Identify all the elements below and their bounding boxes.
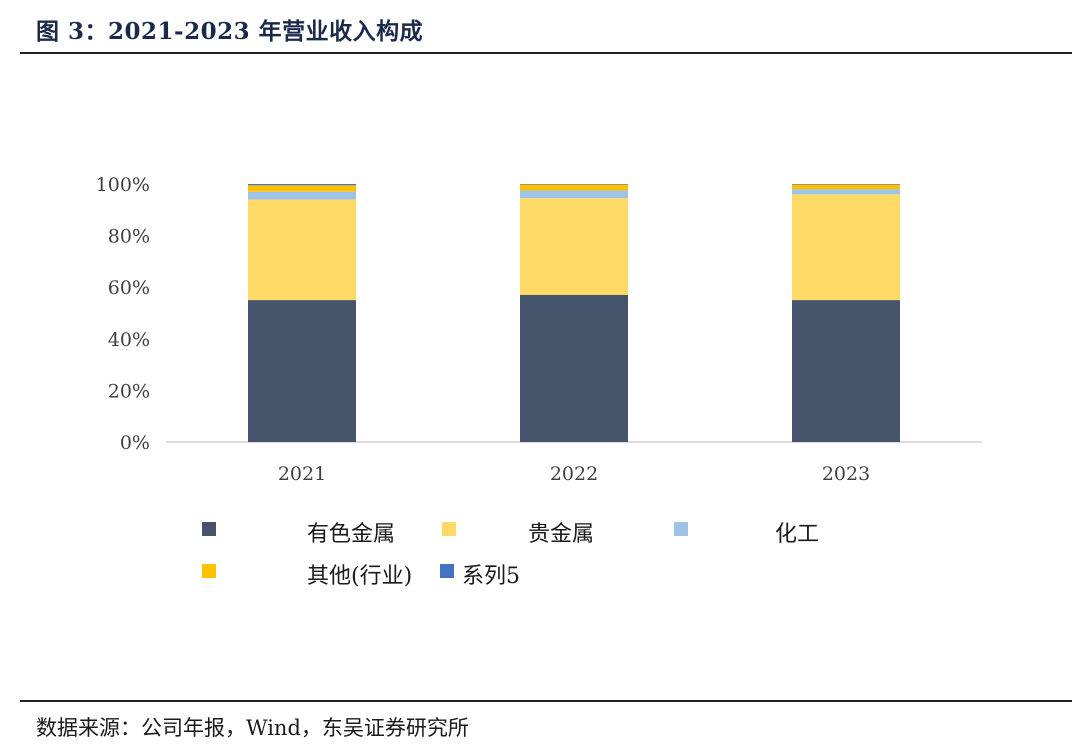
chart-legend: 有色金属 贵金属 化工 其他(行业) 系列5 — [200, 512, 900, 596]
bar-segment — [792, 189, 900, 195]
bar-segment — [248, 191, 356, 200]
bar-segment — [520, 184, 628, 191]
legend-item-nonferrous — [202, 512, 216, 546]
x-tick-label: 2023 — [822, 463, 870, 485]
x-tick-label: 2021 — [278, 463, 326, 485]
y-tick-label: 0% — [120, 432, 150, 454]
legend-label-other: 其他(行业) — [307, 564, 413, 589]
bar-segment — [520, 184, 628, 185]
bar-segment — [248, 185, 356, 192]
bar-segment — [792, 300, 900, 442]
legend-row-1: 有色金属 贵金属 化工 — [200, 512, 900, 554]
legend-item-other — [202, 554, 216, 588]
bar-segment — [792, 184, 900, 185]
legend-swatch-chemical — [674, 522, 688, 536]
y-tick-label: 60% — [108, 277, 150, 299]
legend-swatch-precious — [442, 522, 456, 536]
data-source-note: 数据来源：公司年报，Wind，东吴证券研究所 — [36, 716, 469, 740]
y-tick-label: 80% — [108, 226, 150, 248]
legend-label-nonferrous: 有色金属 — [307, 522, 396, 547]
bar-segment — [520, 190, 628, 199]
legend-item-series5 — [440, 554, 454, 588]
y-tick-label: 40% — [108, 329, 150, 351]
legend-label-precious: 贵金属 — [528, 522, 595, 547]
legend-label-chemical: 化工 — [775, 522, 820, 547]
legend-label-series5: 系列5 — [462, 564, 520, 589]
legend-item-chemical — [674, 512, 688, 546]
legend-row-2: 其他(行业) 系列5 — [200, 554, 900, 596]
top-rule — [20, 52, 1072, 54]
bar-segment — [792, 184, 900, 190]
x-tick-label: 2022 — [550, 463, 598, 485]
figure-title: 图 3：2021-2023 年营业收入构成 — [36, 18, 424, 45]
bar-segment — [248, 184, 356, 186]
legend-swatch-series5 — [440, 564, 454, 578]
bar-segment — [520, 198, 628, 295]
bar-segment — [520, 294, 628, 442]
legend-swatch-nonferrous — [202, 522, 216, 536]
legend-swatch-other — [202, 564, 216, 578]
legend-item-precious — [442, 512, 456, 546]
bottom-rule — [20, 700, 1072, 702]
bar-segment — [792, 194, 900, 301]
bar-segment — [248, 199, 356, 301]
y-tick-label: 20% — [108, 380, 150, 402]
y-tick-label: 100% — [96, 174, 150, 196]
bar-segment — [248, 300, 356, 442]
